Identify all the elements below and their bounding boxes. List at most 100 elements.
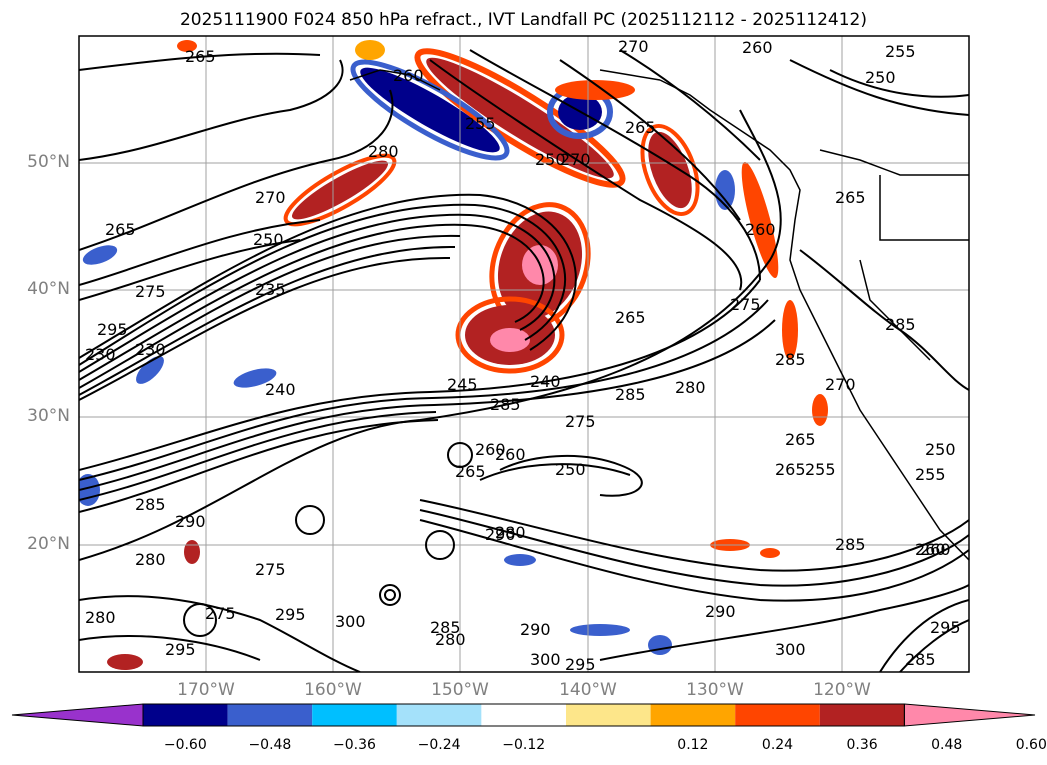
contour-label: 275 xyxy=(135,282,166,301)
colorbar-segment xyxy=(143,704,228,726)
contour-label: 230 xyxy=(85,345,116,364)
contour-label: 275 xyxy=(205,604,236,623)
colorbar-tick-label: 0.12 xyxy=(677,737,709,753)
contour-label: 285 xyxy=(135,495,166,514)
contour-label: 285 xyxy=(430,618,461,637)
colorbar-tick-label: 0.36 xyxy=(846,737,878,753)
contour-label: 295 xyxy=(165,640,196,659)
colorbar-tick-label: −0.48 xyxy=(248,737,292,753)
contour-label: 270 xyxy=(618,37,649,56)
contour-label: 230 xyxy=(135,340,166,359)
contour-label: 290 xyxy=(485,525,516,544)
colorbar-tick-label: −0.36 xyxy=(333,737,376,753)
contour-label: 265 xyxy=(455,462,486,481)
contour-label: 265 xyxy=(185,47,216,66)
lon-label-130w: 130°W xyxy=(686,680,744,700)
contour-label: 250 xyxy=(253,230,284,249)
contour-label: 285 xyxy=(885,315,916,334)
contour-label: 270 xyxy=(255,188,286,207)
contour-label: 295 xyxy=(275,605,306,624)
colorbar-segment xyxy=(819,704,905,726)
map-frame xyxy=(78,35,970,673)
colorbar-segment xyxy=(312,704,397,726)
contour-label: 280 xyxy=(85,608,116,627)
contour-label: 285 xyxy=(905,650,936,669)
lat-label-20n: 20°N xyxy=(27,534,70,554)
colorbar-tick-label: −0.12 xyxy=(502,737,546,753)
contour-label: 255 xyxy=(465,114,496,133)
contour-label: 280 xyxy=(135,550,166,569)
colorbar-tick-label: 0.60 xyxy=(1015,737,1047,753)
colorbar-segment xyxy=(650,704,736,726)
contour-label: 295 xyxy=(97,320,128,339)
contour-label: 290 xyxy=(175,512,206,531)
colorbar-segment xyxy=(396,704,482,726)
contour-label: 285 xyxy=(490,395,521,414)
contour-label: 240 xyxy=(530,372,561,391)
coastline xyxy=(349,69,969,561)
contour-label: 285 xyxy=(615,385,646,404)
contour-label: 300 xyxy=(530,650,561,669)
colorbar-segment xyxy=(735,704,820,726)
contour-label: 260 xyxy=(742,38,773,57)
colorbar-extend-low xyxy=(11,703,144,727)
contour-label: 280 xyxy=(495,523,526,542)
colorbar-tick-label: −0.60 xyxy=(163,737,207,753)
contour-label: 265 xyxy=(105,220,136,239)
contour-label: 260 xyxy=(393,66,424,85)
contour-label: 255 xyxy=(915,465,946,484)
colorbar-tick-label: −0.24 xyxy=(417,737,461,753)
colorbar-segment xyxy=(227,704,313,726)
lon-label-170w: 170°W xyxy=(177,680,235,700)
contour-label: 255 xyxy=(805,460,836,479)
contour-label: 270 xyxy=(825,375,856,394)
refractivity-contours xyxy=(79,49,969,672)
contour-label: 270 xyxy=(560,150,591,169)
colorbar-segment xyxy=(481,704,566,726)
contour-label: 275 xyxy=(730,295,761,314)
contour-label: 260 xyxy=(915,540,946,559)
contour-label: 290 xyxy=(520,620,551,639)
contour-label: 285 xyxy=(775,350,806,369)
colorbar-segment xyxy=(566,704,651,726)
lon-label-160w: 160°W xyxy=(304,680,362,700)
lat-label-40n: 40°N xyxy=(27,279,70,299)
contour-label: 250 xyxy=(555,460,586,479)
contour-label: 265 xyxy=(775,460,806,479)
contour-label: 275 xyxy=(565,412,596,431)
contour-label: 255 xyxy=(885,42,916,61)
contour-label: 260 xyxy=(920,540,951,559)
lat-label-30n: 30°N xyxy=(27,406,70,426)
contour-label: 250 xyxy=(535,150,566,169)
contour-label: 285 xyxy=(835,535,866,554)
lat-label-50n: 50°N xyxy=(27,152,70,172)
colorbar-segments xyxy=(11,703,1036,727)
contour-label: 265 xyxy=(785,430,816,449)
contour-label: 250 xyxy=(865,68,896,87)
colorbar-tick-label: 0.24 xyxy=(761,737,794,753)
contour-label: 290 xyxy=(705,602,736,621)
contour-label: 265 xyxy=(625,118,656,137)
colorbar-extend-high xyxy=(903,703,1036,727)
contour-label: 260 xyxy=(745,220,776,239)
contour-label: 245 xyxy=(447,375,478,394)
lon-label-140w: 140°W xyxy=(559,680,617,700)
contour-label: 295 xyxy=(565,655,596,674)
map-title: 2025111900 F024 850 hPa refract., IVT La… xyxy=(179,10,867,30)
lon-label-150w: 150°W xyxy=(431,680,489,700)
contour-label: 280 xyxy=(368,142,399,161)
contour-label: 265 xyxy=(835,188,866,207)
contour-label: 300 xyxy=(335,612,366,631)
contour-label: 300 xyxy=(775,640,806,659)
colorbar-tick-label: 0.48 xyxy=(931,737,963,753)
lon-label-120w: 120°W xyxy=(813,680,871,700)
contour-label: 260 xyxy=(495,445,526,464)
contour-label: 275 xyxy=(255,560,286,579)
contour-label: 240 xyxy=(265,380,296,399)
contour-label: 295 xyxy=(930,618,961,637)
colorbar-frame xyxy=(142,703,905,727)
contour-label: 265 xyxy=(615,308,646,327)
contour-label: 260 xyxy=(475,440,506,459)
